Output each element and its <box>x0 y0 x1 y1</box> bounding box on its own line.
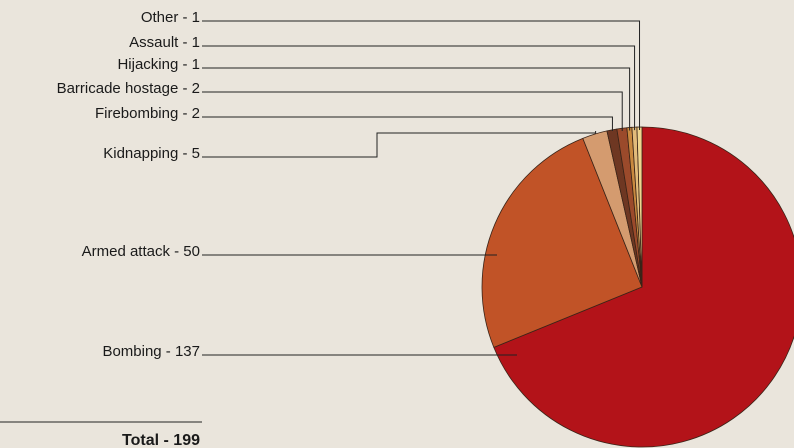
leader-line-kidnapping <box>202 131 597 158</box>
pie-slices <box>481 126 794 448</box>
slice-label-kidnapping: Kidnapping - 5 <box>103 145 200 162</box>
slice-label-armed-attack: Armed attack - 50 <box>82 243 200 260</box>
slice-label-other: Other - 1 <box>141 9 200 26</box>
slice-label-barricade-hostage: Barricade hostage - 2 <box>57 80 200 97</box>
leader-line-firebombing <box>202 116 613 131</box>
slice-labels: Bombing - 137 Armed attack - 50 Kidnapping… <box>57 9 200 360</box>
leader-lines <box>202 20 641 356</box>
slice-label-assault: Assault - 1 <box>129 34 200 51</box>
leader-line-barricade-hostage <box>202 91 623 131</box>
leader-line-other <box>202 20 641 131</box>
slice-label-firebombing: Firebombing - 2 <box>95 105 200 122</box>
pie-slice-armed-attack <box>481 137 643 348</box>
pie-slice-bombing <box>493 126 794 448</box>
leader-line-hijacking <box>202 67 631 131</box>
leader-line-assault <box>202 45 636 131</box>
total-label: Total - 199 <box>122 432 200 448</box>
slice-label-hijacking: Hijacking - 1 <box>117 56 200 73</box>
slice-label-bombing: Bombing - 137 <box>102 343 200 360</box>
